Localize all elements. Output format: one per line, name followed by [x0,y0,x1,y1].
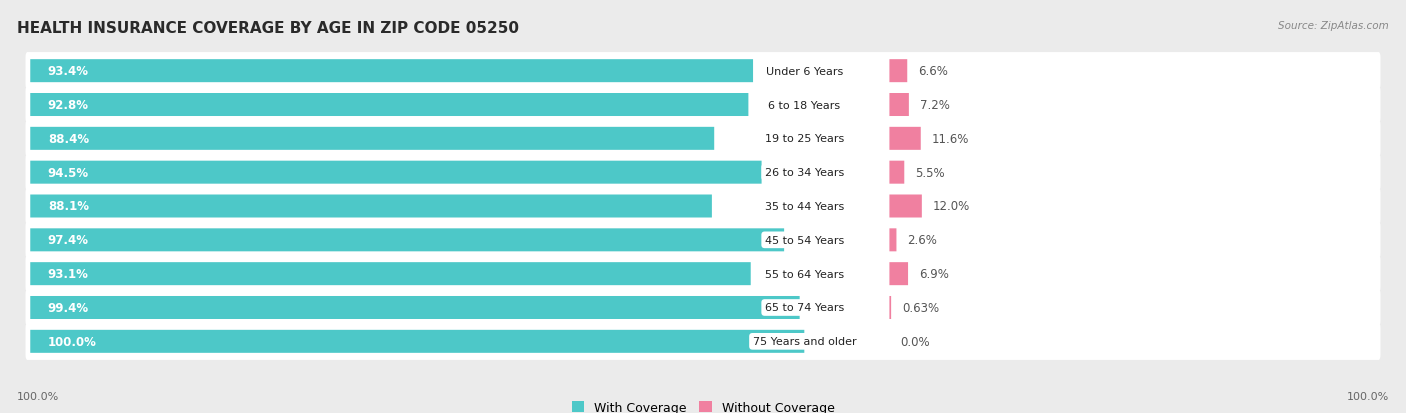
Text: 88.4%: 88.4% [48,133,89,145]
Text: 6.9%: 6.9% [920,268,949,280]
Text: 19 to 25 Years: 19 to 25 Years [765,134,844,144]
Text: 7.2%: 7.2% [920,99,949,112]
Text: 0.63%: 0.63% [901,301,939,314]
Text: 100.0%: 100.0% [17,391,59,401]
FancyBboxPatch shape [31,161,762,184]
FancyBboxPatch shape [31,263,751,285]
FancyBboxPatch shape [25,255,1381,292]
Text: 65 to 74 Years: 65 to 74 Years [765,303,844,313]
FancyBboxPatch shape [31,296,800,319]
Text: 100.0%: 100.0% [1347,391,1389,401]
Text: 35 to 44 Years: 35 to 44 Years [765,202,844,211]
Text: 5.5%: 5.5% [915,166,945,179]
Text: 11.6%: 11.6% [932,133,969,145]
Text: 94.5%: 94.5% [48,166,89,179]
Text: HEALTH INSURANCE COVERAGE BY AGE IN ZIP CODE 05250: HEALTH INSURANCE COVERAGE BY AGE IN ZIP … [17,21,519,36]
Text: 92.8%: 92.8% [48,99,89,112]
Text: 93.1%: 93.1% [48,268,89,280]
FancyBboxPatch shape [890,60,907,83]
Text: 2.6%: 2.6% [907,234,938,247]
FancyBboxPatch shape [31,330,804,353]
FancyBboxPatch shape [25,154,1381,191]
FancyBboxPatch shape [31,229,785,252]
FancyBboxPatch shape [25,121,1381,158]
FancyBboxPatch shape [25,188,1381,225]
Text: 93.4%: 93.4% [48,65,89,78]
FancyBboxPatch shape [25,323,1381,360]
FancyBboxPatch shape [25,53,1381,90]
Text: 6.6%: 6.6% [918,65,948,78]
FancyBboxPatch shape [890,161,904,184]
FancyBboxPatch shape [890,229,897,252]
FancyBboxPatch shape [890,94,908,117]
Text: 88.1%: 88.1% [48,200,89,213]
Legend: With Coverage, Without Coverage: With Coverage, Without Coverage [572,401,834,413]
Text: 45 to 54 Years: 45 to 54 Years [765,235,844,245]
FancyBboxPatch shape [31,128,714,150]
FancyBboxPatch shape [31,94,748,117]
Text: 0.0%: 0.0% [900,335,929,348]
Text: 26 to 34 Years: 26 to 34 Years [765,168,844,178]
FancyBboxPatch shape [890,195,922,218]
Text: 97.4%: 97.4% [48,234,89,247]
Text: 6 to 18 Years: 6 to 18 Years [768,100,841,110]
Text: 55 to 64 Years: 55 to 64 Years [765,269,844,279]
FancyBboxPatch shape [890,263,908,285]
Text: 100.0%: 100.0% [48,335,97,348]
FancyBboxPatch shape [25,289,1381,326]
FancyBboxPatch shape [25,222,1381,259]
FancyBboxPatch shape [31,195,711,218]
FancyBboxPatch shape [890,128,921,150]
FancyBboxPatch shape [25,87,1381,124]
Text: 12.0%: 12.0% [932,200,970,213]
Text: 99.4%: 99.4% [48,301,89,314]
FancyBboxPatch shape [31,60,754,83]
FancyBboxPatch shape [890,296,891,319]
Text: Under 6 Years: Under 6 Years [766,66,844,76]
Text: Source: ZipAtlas.com: Source: ZipAtlas.com [1278,21,1389,31]
Text: 75 Years and older: 75 Years and older [752,337,856,347]
